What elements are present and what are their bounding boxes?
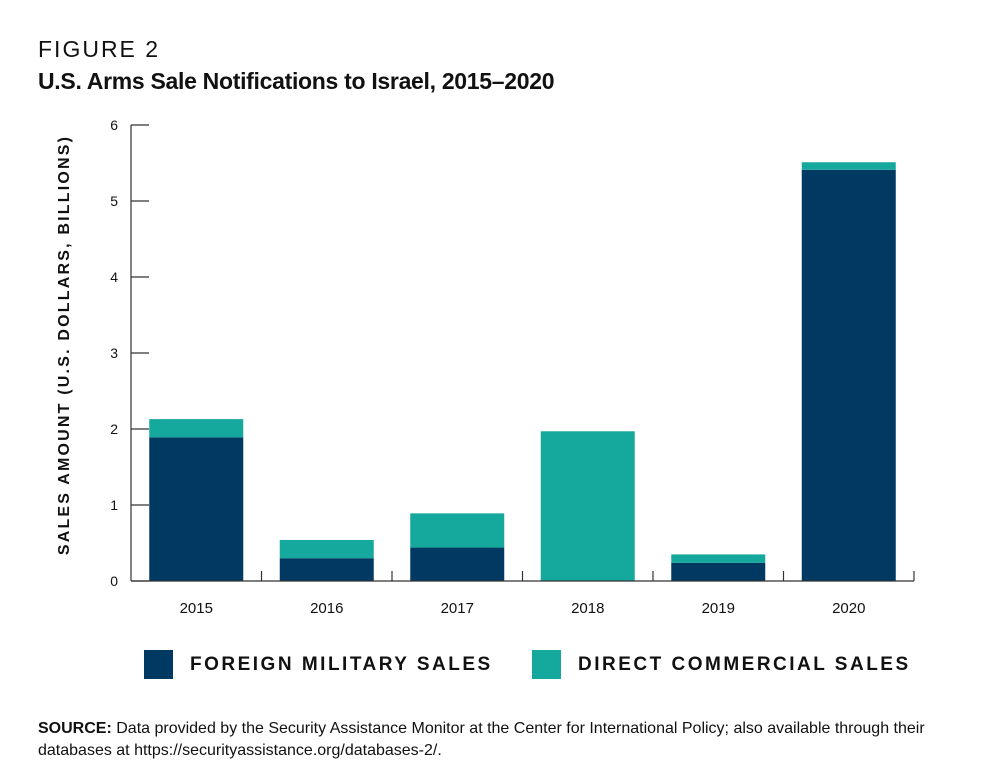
legend-swatch-fms <box>144 650 173 679</box>
source-text: Data provided by the Security Assistance… <box>38 720 925 759</box>
y-tick-label: 3 <box>110 345 118 361</box>
bar-chart: SALES AMOUNT (U.S. DOLLARS, BILLIONS) 20… <box>56 117 915 617</box>
x-tick-label: 2019 <box>702 600 735 617</box>
bar-fms-2020 <box>801 169 896 581</box>
bar-dcs-2019 <box>671 554 766 563</box>
x-tick-label: 2016 <box>310 600 343 617</box>
bar-dcs-2015 <box>149 419 244 438</box>
y-tick-label: 2 <box>110 421 118 437</box>
y-tick-label: 6 <box>110 117 118 133</box>
legend-swatch-dcs <box>532 650 561 679</box>
bar-fms-2015 <box>149 437 244 581</box>
bar-dcs-2020 <box>801 162 896 170</box>
legend-item-fms: FOREIGN MILITARY SALES <box>144 650 493 679</box>
legend-label-dcs: DIRECT COMMERCIAL SALES <box>578 653 911 675</box>
y-axis-label: SALES AMOUNT (U.S. DOLLARS, BILLIONS) <box>56 135 73 555</box>
x-tick-label: 2017 <box>441 600 474 617</box>
bar-fms-2017 <box>410 547 505 581</box>
y-tick-label: 1 <box>110 497 118 513</box>
legend-label-fms: FOREIGN MILITARY SALES <box>190 653 493 675</box>
source-label: SOURCE: <box>38 720 112 737</box>
y-tick-label: 0 <box>110 573 118 589</box>
figure-label: FIGURE 2 <box>38 36 161 62</box>
bar-fms-2019 <box>671 562 766 581</box>
y-tick-label: 4 <box>110 269 118 285</box>
bar-dcs-2016 <box>279 539 374 559</box>
chart-title: U.S. Arms Sale Notifications to Israel, … <box>38 68 555 94</box>
legend-item-dcs: DIRECT COMMERCIAL SALES <box>532 650 911 679</box>
bar-fms-2016 <box>279 558 374 581</box>
y-tick-label: 5 <box>110 193 118 209</box>
bar-dcs-2018 <box>540 431 635 581</box>
source-note: SOURCE: Data provided by the Security As… <box>38 718 968 762</box>
x-tick-label: 2015 <box>180 600 213 617</box>
bar-dcs-2017 <box>410 513 505 548</box>
x-tick-label: 2018 <box>571 600 604 617</box>
x-tick-label: 2020 <box>832 600 865 617</box>
